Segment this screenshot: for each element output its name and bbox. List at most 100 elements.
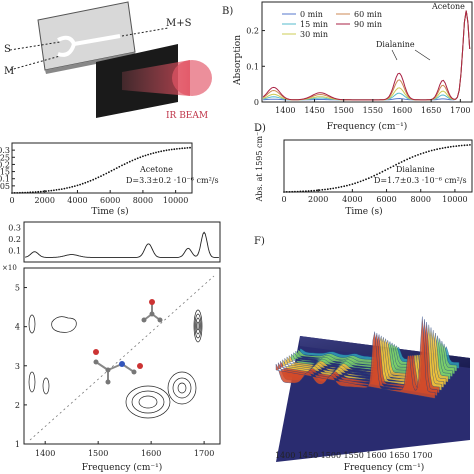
y-tick-label: 4 xyxy=(15,323,20,332)
data-point xyxy=(321,188,324,191)
data-point xyxy=(163,149,165,152)
legend-90: 90 min xyxy=(354,20,382,29)
panel-c-kinetics: 0 2000 4000 6000 8000 10000 0.050.10.150.20.25… xyxy=(0,142,219,217)
x-tick-label: 1450 xyxy=(298,451,318,460)
data-point xyxy=(296,190,299,193)
x-tick-label: 6000 xyxy=(376,195,396,204)
y-tick-label: 5 xyxy=(15,284,20,293)
data-point xyxy=(430,149,433,152)
label-ir-beam: IR BEAM xyxy=(166,111,208,121)
data-point xyxy=(299,190,302,193)
data-point xyxy=(63,187,66,190)
data-point xyxy=(92,178,95,181)
data-point xyxy=(81,182,84,185)
data-point xyxy=(94,177,97,180)
chip-edge xyxy=(45,52,136,74)
x-tick-label: 1500 xyxy=(321,451,341,460)
panel-label-f: F) xyxy=(254,236,265,247)
data-point xyxy=(155,151,157,154)
data-point xyxy=(173,148,176,151)
label-ms: M+S xyxy=(166,18,192,29)
surface-waves xyxy=(275,316,460,399)
data-point xyxy=(19,191,21,194)
data-point xyxy=(26,191,29,194)
panel-e-diagonal xyxy=(29,275,215,441)
panel-label-b: B) xyxy=(222,6,233,17)
label-s: S xyxy=(4,44,11,55)
data-point xyxy=(149,153,152,155)
data-point xyxy=(168,149,171,151)
x-tick-label: 1700 xyxy=(412,451,432,460)
channel-bottom xyxy=(57,43,76,57)
panel-e-top-ticks: 0.1 0.2 0.3 xyxy=(8,224,21,256)
panel-c-annot-name: Acetone xyxy=(139,165,173,174)
data-point xyxy=(337,186,340,189)
data-point xyxy=(384,169,387,172)
data-point xyxy=(13,192,16,194)
data-point xyxy=(157,151,160,153)
panel-b-lines xyxy=(262,10,471,101)
data-point xyxy=(425,151,428,154)
data-point xyxy=(170,148,173,151)
data-point xyxy=(60,188,63,191)
molecule-acetone xyxy=(141,299,163,323)
data-point xyxy=(398,162,400,165)
data-point xyxy=(76,184,79,187)
data-point xyxy=(176,148,178,150)
data-point xyxy=(71,185,74,188)
legend-15: 15 min xyxy=(300,20,328,29)
x-tick-label: 1450 xyxy=(304,106,324,115)
panel-d-points xyxy=(283,144,471,193)
x-tick-label: 8000 xyxy=(411,195,431,204)
data-point xyxy=(392,165,395,168)
y-tick-label: 0.1 xyxy=(246,62,259,71)
data-point xyxy=(373,174,376,177)
data-point xyxy=(136,157,139,160)
data-point xyxy=(285,191,288,193)
annot-acetone-b: Acetone xyxy=(431,2,465,11)
x-tick-label: 1500 xyxy=(333,106,353,115)
data-point xyxy=(381,170,384,173)
panel-d-frame xyxy=(283,139,473,193)
data-point xyxy=(463,144,466,147)
y-tick-label: 2 xyxy=(15,401,20,410)
panel-c-frame xyxy=(11,142,193,194)
data-point xyxy=(406,158,408,161)
panel-d-annot-name: Dialanine xyxy=(396,165,435,174)
panel-e-top-spectrum xyxy=(25,231,219,258)
label-m: M xyxy=(4,66,14,77)
data-point xyxy=(324,188,326,191)
data-point xyxy=(84,181,87,184)
data-point xyxy=(395,163,397,166)
data-point xyxy=(110,169,113,172)
data-point xyxy=(160,150,163,153)
top-y-tick-label: 0.3 xyxy=(8,224,21,233)
data-point xyxy=(387,168,389,170)
annot-dialanine-b: Dialanine xyxy=(376,40,415,49)
panel-e-frame xyxy=(23,267,221,445)
data-point xyxy=(455,145,458,148)
x-tick-label: 4000 xyxy=(342,195,362,204)
panel-e-multiplier: ×10 xyxy=(2,264,17,272)
data-point xyxy=(356,181,359,184)
data-point xyxy=(318,189,321,192)
data-point xyxy=(302,190,304,193)
data-point xyxy=(183,147,186,150)
data-point xyxy=(310,189,313,192)
data-point xyxy=(97,176,100,179)
x-tick-label: 2000 xyxy=(35,196,55,205)
data-point xyxy=(147,153,150,156)
data-point xyxy=(152,152,155,155)
data-point xyxy=(55,189,58,191)
contour-small xyxy=(28,314,77,395)
legend-0: 0 min xyxy=(300,10,323,19)
x-tick-label: 1700 xyxy=(450,106,470,115)
data-point xyxy=(411,156,414,158)
data-point xyxy=(365,178,367,181)
data-point xyxy=(29,191,32,194)
inlet-s-line xyxy=(9,41,61,51)
data-point xyxy=(144,154,147,157)
x-tick-label: 1400 xyxy=(275,106,295,115)
data-point xyxy=(39,190,42,193)
x-tick-label: 0 xyxy=(9,196,14,205)
